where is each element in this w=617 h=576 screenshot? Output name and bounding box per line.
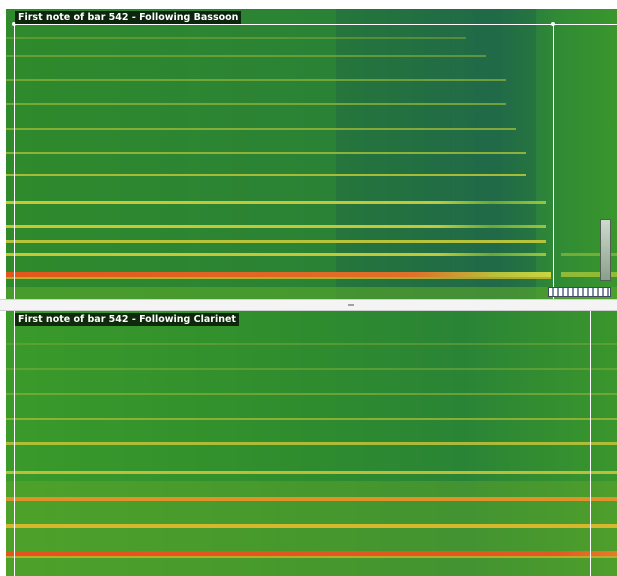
spectrogram-clarinet[interactable]: First note of bar 542 - Following Clarin…: [6, 311, 617, 576]
horizontal-scroll-control[interactable]: [548, 287, 611, 297]
splitter-grip-icon[interactable]: [348, 304, 354, 306]
playhead-end-marker[interactable]: [553, 24, 554, 299]
marker-handle-end[interactable]: [551, 22, 555, 26]
gain-slider[interactable]: [600, 219, 611, 281]
spectrogram-clarinet-image: [6, 311, 617, 576]
pane-splitter[interactable]: [0, 299, 617, 311]
marker-handle-start[interactable]: [12, 22, 16, 26]
spectrogram-bassoon-image: [6, 9, 617, 299]
playhead-start-marker[interactable]: [14, 24, 15, 299]
spectrogram-bassoon[interactable]: First note of bar 542 - Following Bassoo…: [6, 9, 617, 299]
playhead-start-marker-bottom[interactable]: [14, 311, 15, 576]
selection-top-edge: [14, 24, 617, 25]
pane-title-bassoon: First note of bar 542 - Following Bassoo…: [15, 11, 242, 24]
playhead-end-marker-bottom[interactable]: [590, 311, 591, 576]
pane-title-clarinet: First note of bar 542 - Following Clarin…: [15, 313, 239, 326]
